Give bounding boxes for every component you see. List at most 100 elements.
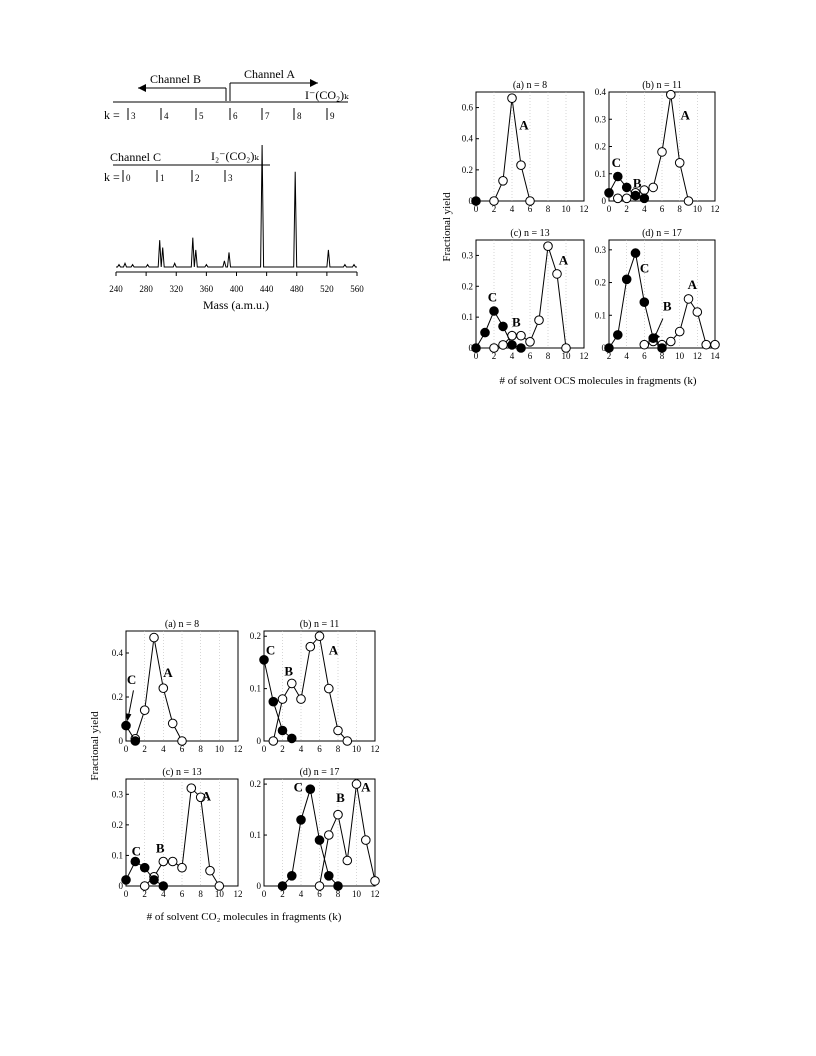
data-point-filled [333, 881, 343, 891]
y-tick-label: 0.2 [462, 165, 473, 175]
co2-panel: 0 2 4 6 8 10 12 0 0.1 0.2 (b) n = 11 A BC [250, 619, 380, 754]
k-label-c: k = [104, 170, 120, 184]
x-tick-label: 0 [124, 744, 129, 754]
curve-label-a: A [519, 117, 529, 132]
x-tick-label: 10 [562, 351, 572, 361]
data-point-open [489, 196, 499, 206]
spectrum-trace [116, 144, 357, 268]
pointer-arrowhead [654, 332, 661, 340]
pointer-arrow [654, 318, 664, 337]
ion-a-label: I⁻(CO₂)ₖ [305, 88, 349, 102]
y-tick-label: 0.3 [595, 245, 607, 255]
k-tick-a-label: 3 [131, 111, 136, 121]
x-tick-label: 8 [336, 744, 341, 754]
x-tick-label: 8 [198, 744, 203, 754]
data-point-open [177, 736, 187, 746]
x-tick-label: 4 [642, 204, 647, 214]
ocs-panel: 0 2 4 6 8 10 12 0 0.1 0.2 0.3 0.4 (b) n = 11 A BC [595, 80, 720, 214]
curve-label-c: C [640, 261, 649, 276]
x-tick-label: 2 [280, 744, 285, 754]
y-tick-label: 0.1 [250, 830, 261, 840]
curve-label-b: B [156, 840, 165, 855]
data-point-open [342, 855, 353, 866]
x-tick-label: 8 [546, 351, 551, 361]
data-point-open [648, 182, 659, 193]
data-point-open [666, 336, 676, 347]
curve-label-c: C [266, 643, 275, 658]
x-tick-label: 10 [215, 889, 225, 899]
y-tick-label: 0.1 [595, 310, 606, 320]
x-tick-label: 4 [624, 351, 629, 361]
y-tick-label: 0.3 [112, 789, 124, 799]
data-point-open [333, 809, 343, 820]
x-tick-label: 6 [642, 351, 647, 361]
co2-panel: 0 2 4 6 8 10 12 0 0.2 0.4 (a) n = 8 A C [112, 619, 243, 754]
data-point-open [305, 641, 316, 652]
data-point-filled [130, 856, 141, 867]
co2-panel: 0 2 4 6 8 10 12 0 0.1 0.2 (d) n = 17 A B C [250, 767, 380, 899]
y-tick-label: 0.4 [462, 134, 474, 144]
mass-tick-label: 440 [260, 284, 274, 294]
data-point-open [516, 160, 526, 170]
panel-title: (b) n = 11 [642, 80, 681, 91]
x-tick-label: 8 [336, 889, 341, 899]
data-point-open [177, 862, 187, 873]
panel-title: (d) n = 17 [300, 767, 340, 778]
ocs-y-axis-title: Fractional yield [441, 192, 453, 262]
data-point-filled [139, 862, 150, 873]
ocs-panel: 2 4 6 8 10 12 14 0 0.1 0.2 0.3 (d) n = 17 A B C [595, 228, 720, 361]
x-tick-label: 4 [299, 889, 304, 899]
y-tick-label: 0 [469, 343, 474, 353]
mass-tick-label: 360 [200, 284, 214, 294]
y-tick-label: 0.2 [462, 281, 473, 291]
x-tick-label: 12 [711, 204, 720, 214]
x-tick-label: 0 [124, 889, 129, 899]
x-tick-label: 0 [262, 744, 267, 754]
x-tick-label: 2 [492, 204, 497, 214]
x-tick-label: 2 [142, 744, 147, 754]
y-tick-label: 0.1 [250, 684, 261, 694]
data-point-filled [498, 321, 508, 332]
y-tick-label: 0.2 [250, 779, 261, 789]
x-tick-label: 4 [510, 204, 515, 214]
data-point-filled [471, 343, 481, 353]
data-point-filled [630, 190, 641, 201]
channel-b-arrowhead [138, 84, 146, 92]
co2-y-axis-title: Fractional yield [89, 711, 101, 781]
curve-label-b: B [336, 790, 345, 805]
curve-label-c: C [612, 155, 621, 170]
ocs-panel: 0 2 4 6 8 10 12 0 0.1 0.2 0.3 (c) n = 13 A BC [462, 228, 589, 361]
data-point-filled [621, 274, 632, 285]
curve-label-c: C [132, 843, 141, 858]
data-point-filled [489, 306, 499, 316]
panel-title: (a) n = 8 [165, 619, 199, 630]
k-tick-a-label: 5 [199, 111, 204, 121]
x-tick-label: 2 [280, 889, 285, 899]
data-point-filled [621, 182, 632, 193]
panel-title: (a) n = 8 [513, 80, 547, 91]
data-point-open [525, 337, 535, 347]
ocs-panel: 0 2 4 6 8 10 12 0 0.2 0.4 0.6 (a) n = 8 A [462, 80, 589, 214]
data-point-open [525, 196, 535, 206]
x-tick-label: 8 [198, 889, 203, 899]
data-point-open [342, 736, 353, 746]
data-point-open [683, 294, 694, 304]
data-point-open [657, 147, 667, 157]
data-point-open [287, 678, 297, 689]
data-point-open [296, 694, 306, 704]
data-point-filled [480, 327, 490, 338]
channel-b-label: Channel B [150, 72, 201, 86]
series-line-filled [263, 659, 293, 739]
data-point-open [516, 330, 526, 341]
x-tick-label: 4 [510, 351, 515, 361]
data-point-open [498, 176, 508, 186]
x-tick-label: 6 [180, 889, 185, 899]
curve-label-c: C [294, 780, 303, 795]
x-tick-label: 0 [474, 204, 479, 214]
data-point-filled [471, 196, 481, 206]
data-point-open [507, 93, 517, 103]
panel-title: (d) n = 17 [642, 228, 682, 239]
x-tick-label: 10 [352, 744, 362, 754]
x-tick-label: 4 [299, 744, 304, 754]
